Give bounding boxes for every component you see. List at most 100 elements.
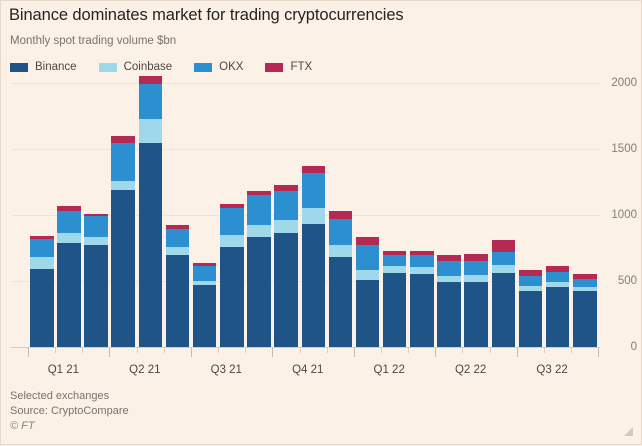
bar-segment-coinbase bbox=[111, 181, 135, 190]
x-axis-month-tick bbox=[571, 348, 572, 353]
x-axis-quarter-tick bbox=[435, 348, 437, 357]
x-axis-month-tick bbox=[136, 348, 138, 353]
legend-item-coinbase[interactable]: Coinbase bbox=[98, 61, 172, 73]
bar-segment-ftx bbox=[491, 240, 516, 252]
bar-segment-coinbase bbox=[464, 275, 488, 283]
bar-segment-binance bbox=[165, 254, 190, 347]
page-title: Binance dominates market for trading cry… bbox=[9, 6, 404, 24]
bar-segment-ftx bbox=[355, 237, 380, 246]
bar-segment-coinbase bbox=[328, 245, 353, 258]
x-axis-quarter-tick bbox=[353, 348, 355, 357]
legend-swatch-icon-okx bbox=[194, 62, 213, 72]
bar-column[interactable] bbox=[84, 214, 108, 347]
bar-column[interactable] bbox=[138, 75, 163, 347]
bar-column[interactable] bbox=[518, 269, 543, 347]
x-axis-quarter-tick bbox=[598, 348, 600, 357]
chart-subtitle: Monthly spot trading volume $bn bbox=[10, 35, 177, 47]
x-axis-month-tick bbox=[218, 348, 220, 353]
bar-segment-ftx bbox=[111, 136, 135, 144]
y-axis-tick-label: 1500 bbox=[611, 143, 637, 155]
bar-segment-ftx bbox=[220, 204, 244, 209]
legend-item-okx[interactable]: OKX bbox=[194, 61, 243, 73]
bar-column[interactable] bbox=[192, 263, 217, 347]
x-axis-baseline bbox=[11, 347, 600, 348]
bar-segment-ftx bbox=[573, 273, 597, 280]
x-axis-tick-label: Q1 21 bbox=[47, 364, 80, 376]
y-axis-tick-label: 0 bbox=[630, 341, 637, 353]
bar-segment-okx bbox=[111, 143, 135, 182]
x-axis-quarter-tick bbox=[516, 348, 518, 357]
bar-segment-coinbase bbox=[57, 233, 81, 244]
x-axis-quarter-tick bbox=[190, 348, 192, 357]
x-axis-month-tick bbox=[489, 348, 491, 353]
ft-corner-mark bbox=[624, 427, 633, 436]
gridline bbox=[11, 149, 600, 150]
bar-column[interactable] bbox=[437, 255, 461, 347]
bar-column[interactable] bbox=[274, 185, 298, 347]
bar-column[interactable] bbox=[464, 253, 488, 347]
bar-segment-okx bbox=[84, 216, 108, 237]
bar-column[interactable] bbox=[301, 166, 325, 347]
bar-column[interactable] bbox=[545, 266, 570, 347]
legend-swatch-icon-binance bbox=[10, 62, 28, 72]
bar-column[interactable] bbox=[491, 240, 516, 347]
gridline bbox=[11, 215, 600, 216]
x-axis-month-tick bbox=[245, 348, 247, 353]
bar-segment-binance bbox=[518, 290, 543, 347]
bar-column[interactable] bbox=[57, 205, 81, 347]
bar-segment-okx bbox=[165, 228, 190, 247]
gridline bbox=[11, 281, 600, 282]
x-axis-tick-label: Q3 21 bbox=[210, 364, 242, 376]
legend-label: OKX bbox=[219, 61, 244, 73]
bar-column[interactable] bbox=[328, 211, 353, 347]
bar-segment-okx bbox=[328, 218, 353, 246]
bar-segment-binance bbox=[247, 237, 271, 347]
bar-segment-binance bbox=[491, 273, 516, 347]
bar-column[interactable] bbox=[355, 237, 380, 347]
footnote-source: Source: CryptoCompare bbox=[10, 405, 129, 417]
bar-segment-ftx bbox=[84, 214, 108, 217]
bar-segment-okx bbox=[573, 279, 597, 287]
bar-segment-ftx bbox=[382, 250, 407, 256]
bar-segment-okx bbox=[138, 83, 163, 119]
bar-segment-coinbase bbox=[274, 220, 298, 234]
bar-column[interactable] bbox=[165, 224, 190, 347]
bar-segment-ftx bbox=[30, 236, 54, 239]
bar-segment-ftx bbox=[192, 263, 217, 266]
bar-segment-binance bbox=[138, 143, 163, 347]
bar-segment-binance bbox=[437, 282, 461, 347]
bar-segment-ftx bbox=[545, 266, 570, 272]
x-axis-month-tick bbox=[462, 348, 464, 353]
bar-segment-ftx bbox=[274, 185, 298, 191]
bar-segment-ftx bbox=[437, 255, 461, 262]
x-axis-month-tick bbox=[163, 348, 165, 353]
bar-segment-okx bbox=[57, 211, 81, 234]
x-axis-quarter-tick bbox=[272, 348, 274, 357]
bar-column[interactable] bbox=[30, 236, 54, 347]
bar-segment-ftx bbox=[464, 253, 488, 261]
legend-item-binance[interactable]: Binance bbox=[10, 61, 77, 73]
y-axis-tick-label: 500 bbox=[617, 275, 637, 287]
x-axis-tick-label: Q2 21 bbox=[129, 364, 161, 376]
bar-segment-coinbase bbox=[30, 256, 54, 270]
bar-segment-ftx bbox=[518, 269, 543, 276]
bar-segment-okx bbox=[410, 255, 434, 268]
bar-column[interactable] bbox=[220, 204, 244, 347]
legend-item-ftx[interactable]: FTX bbox=[265, 61, 312, 73]
bar-column[interactable] bbox=[410, 251, 434, 347]
bar-column[interactable] bbox=[247, 190, 271, 347]
bar-column[interactable] bbox=[382, 250, 407, 347]
footnote-selected-exchanges: Selected exchanges bbox=[10, 390, 110, 402]
x-axis-month-tick bbox=[380, 348, 382, 353]
bar-segment-coinbase bbox=[220, 234, 244, 247]
bar-segment-binance bbox=[57, 243, 81, 347]
bar-segment-okx bbox=[30, 238, 54, 257]
bar-segment-ftx bbox=[247, 190, 271, 196]
bar-segment-coinbase bbox=[518, 286, 543, 291]
bar-column[interactable] bbox=[573, 273, 597, 347]
bar-segment-okx bbox=[301, 172, 325, 208]
x-axis-month-tick bbox=[326, 348, 328, 353]
bar-segment-okx bbox=[464, 260, 488, 276]
bar-column[interactable] bbox=[111, 136, 135, 347]
